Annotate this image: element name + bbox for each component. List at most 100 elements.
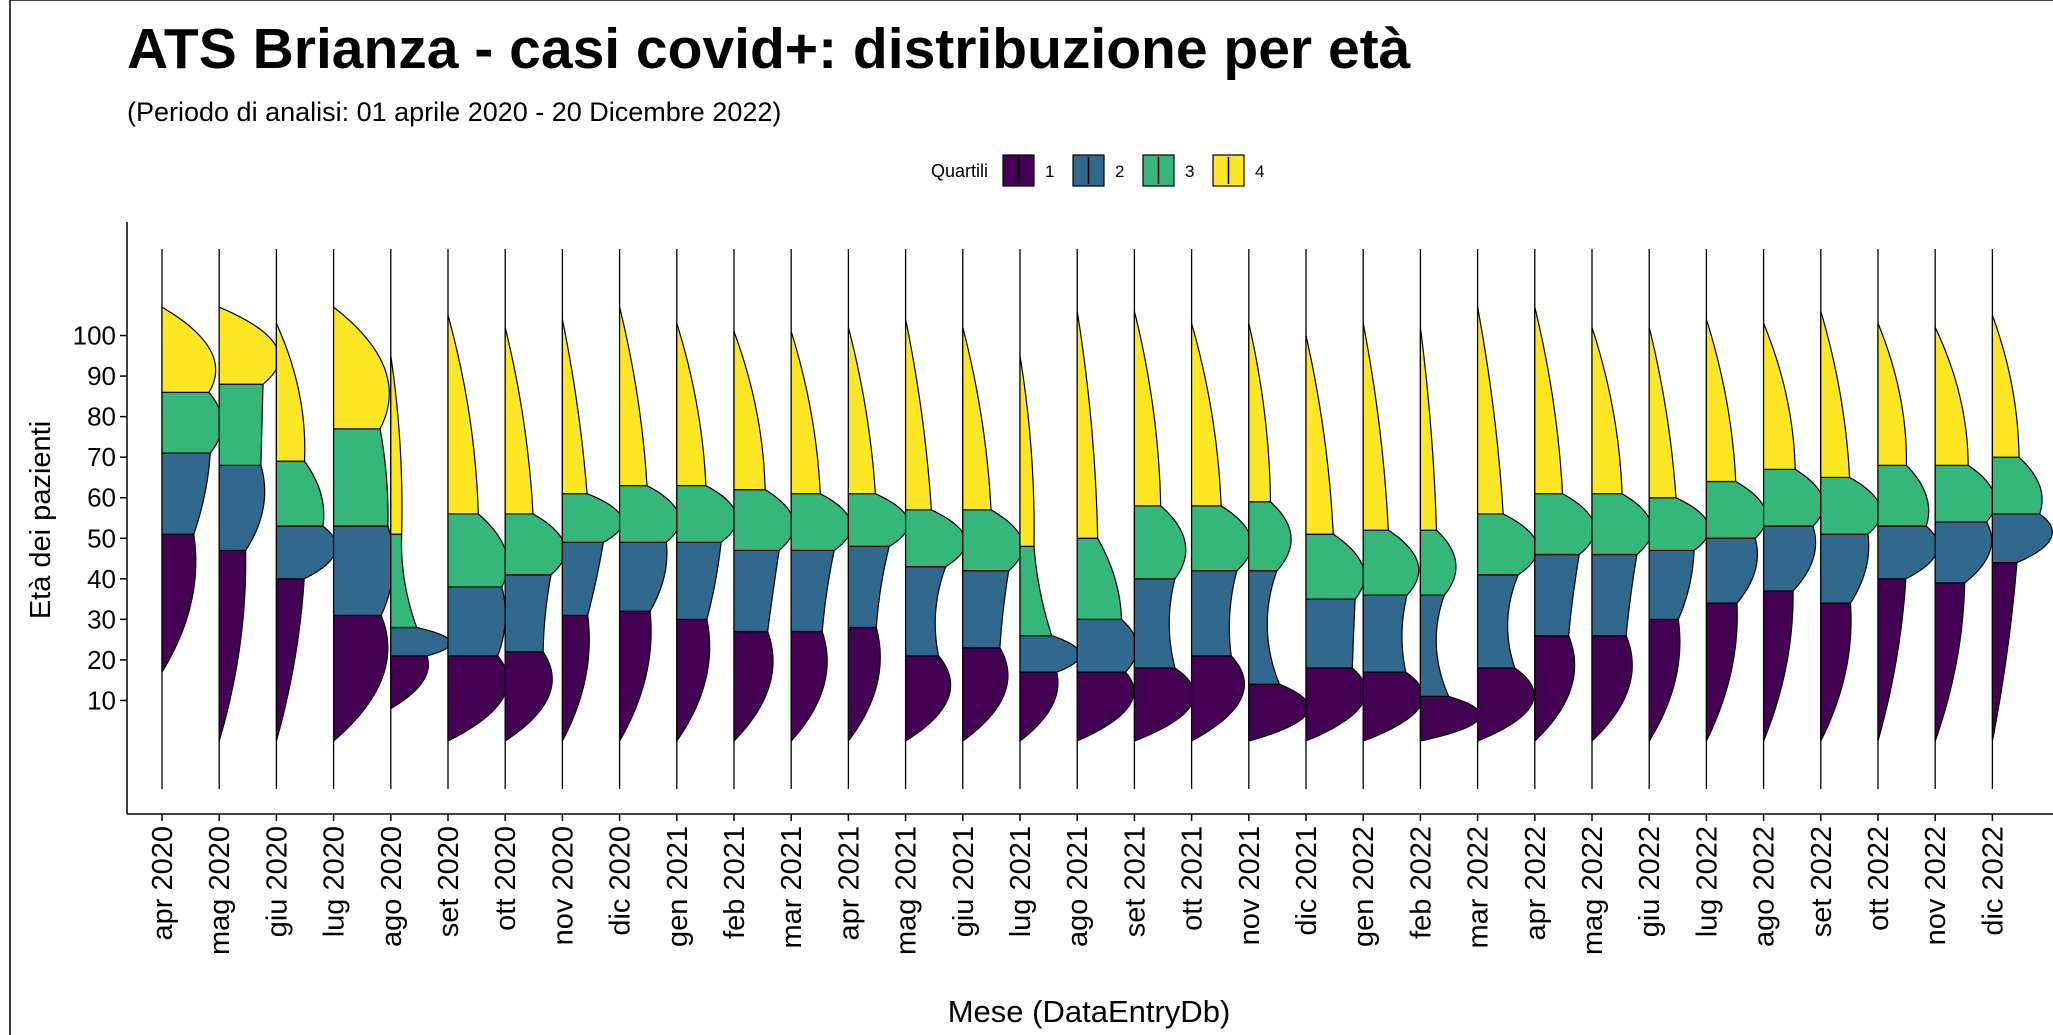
quartile-area	[676, 323, 707, 487]
quartile-area	[561, 493, 624, 543]
quartile-area	[1133, 667, 1196, 742]
x-tick-label: set 2022	[1806, 826, 1838, 937]
quartile-area	[1763, 590, 1794, 742]
quartile-area	[1477, 307, 1504, 515]
x-tick-label: apr 2021	[833, 826, 865, 941]
x-tick-label: giu 2020	[261, 826, 293, 937]
quartile-area	[1991, 513, 2053, 564]
quartile-area	[333, 428, 389, 527]
x-tick-label: apr 2020	[147, 826, 179, 941]
quartile-area	[962, 327, 992, 511]
quartile-area	[504, 327, 534, 515]
quartile-area	[905, 566, 947, 657]
quartile-area	[1877, 525, 1939, 580]
quartile-area	[1591, 493, 1653, 556]
quartile-area	[333, 525, 395, 616]
quartile-area	[790, 493, 852, 552]
legend-label: 4	[1255, 162, 1264, 181]
quartile-area	[1648, 497, 1710, 552]
quartile-area	[1991, 315, 2020, 458]
quartile-area	[1477, 513, 1539, 576]
quartile-area	[1419, 695, 1482, 742]
quartile-area	[390, 355, 403, 535]
quartile-area	[1305, 667, 1367, 742]
quartile-area	[1248, 683, 1310, 742]
quartile-area	[619, 541, 668, 612]
quartile-area	[333, 305, 390, 430]
quartile-area	[561, 541, 605, 616]
quartile-area	[447, 513, 509, 588]
quartile-area	[1763, 468, 1825, 527]
quartile-area	[275, 525, 338, 580]
x-tick-label: ago 2021	[1062, 826, 1094, 947]
quartile-area	[905, 319, 933, 511]
quartile-area	[1362, 323, 1389, 531]
x-tick-label: mar 2022	[1463, 826, 1495, 949]
quartile-area	[390, 626, 452, 657]
quartile-area	[1248, 570, 1281, 685]
quartile-area	[218, 306, 280, 385]
quartile-area	[847, 493, 910, 547]
quartile-area	[1419, 327, 1438, 531]
y-tick-label: 60	[87, 483, 116, 513]
x-tick-label: mar 2021	[776, 826, 808, 949]
quartile-area	[733, 630, 774, 742]
chart-subtitle: (Periodo di analisi: 01 aprile 2020 - 20…	[127, 97, 781, 127]
quartile-area	[504, 513, 566, 576]
x-tick-label: set 2020	[433, 826, 465, 937]
quartile-area	[676, 484, 738, 543]
quartile-area	[1534, 634, 1576, 742]
quartile-area	[1820, 311, 1851, 479]
x-tick-label: feb 2022	[1405, 826, 1437, 939]
quartile-area	[1133, 505, 1187, 580]
x-tick-label: dic 2020	[605, 826, 637, 936]
quartile-area	[1820, 533, 1870, 604]
quartile-area	[390, 533, 418, 629]
quartile-area	[1076, 618, 1138, 673]
quartile-area	[905, 655, 952, 742]
quartile-area	[218, 549, 247, 742]
quartile-area	[1534, 307, 1564, 495]
quartile-area	[161, 306, 217, 393]
quartile-area	[161, 533, 197, 673]
quartile-area	[1191, 570, 1238, 657]
quartile-area	[1934, 327, 1969, 466]
x-tick-label: apr 2022	[1520, 826, 1552, 941]
y-tick-label: 40	[87, 564, 116, 594]
quartile-area	[1248, 501, 1292, 572]
x-tick-label: mag 2021	[891, 826, 923, 955]
quartile-area	[1419, 529, 1457, 596]
quartile-area	[1648, 618, 1681, 742]
quartile-area	[161, 452, 211, 535]
x-tick-label: ott 2021	[1177, 826, 1209, 931]
quartile-area	[733, 331, 766, 491]
x-tick-label: feb 2021	[719, 826, 751, 939]
x-tick-label: giu 2022	[1634, 826, 1666, 937]
quartile-area	[1019, 634, 1081, 673]
x-tick-label: ago 2020	[376, 826, 408, 947]
quartile-area	[1705, 602, 1738, 742]
y-tick-label: 30	[87, 604, 116, 634]
x-tick-label: nov 2020	[547, 826, 579, 945]
quartile-area	[905, 509, 967, 568]
quartile-area	[1534, 553, 1580, 637]
legend-title: Quartili	[931, 161, 988, 181]
quartile-area	[1934, 464, 1996, 523]
x-tick-label: mag 2020	[204, 826, 236, 955]
quartile-area	[275, 323, 306, 462]
quartile-area	[733, 549, 780, 633]
quartile-area	[1705, 537, 1759, 604]
x-tick-label: nov 2021	[1234, 826, 1266, 945]
quartile-area	[161, 391, 223, 454]
quartile-area	[619, 307, 648, 487]
x-tick-label: nov 2022	[1920, 826, 1952, 945]
quartile-area	[1877, 464, 1930, 527]
quartile-area	[1591, 553, 1638, 637]
legend-label: 2	[1115, 162, 1124, 181]
quartile-area	[1362, 594, 1408, 673]
x-tick-label: lug 2021	[1005, 826, 1037, 937]
quartile-area	[1019, 671, 1059, 742]
quartile-area	[1705, 480, 1768, 539]
quartile-area	[275, 460, 325, 527]
